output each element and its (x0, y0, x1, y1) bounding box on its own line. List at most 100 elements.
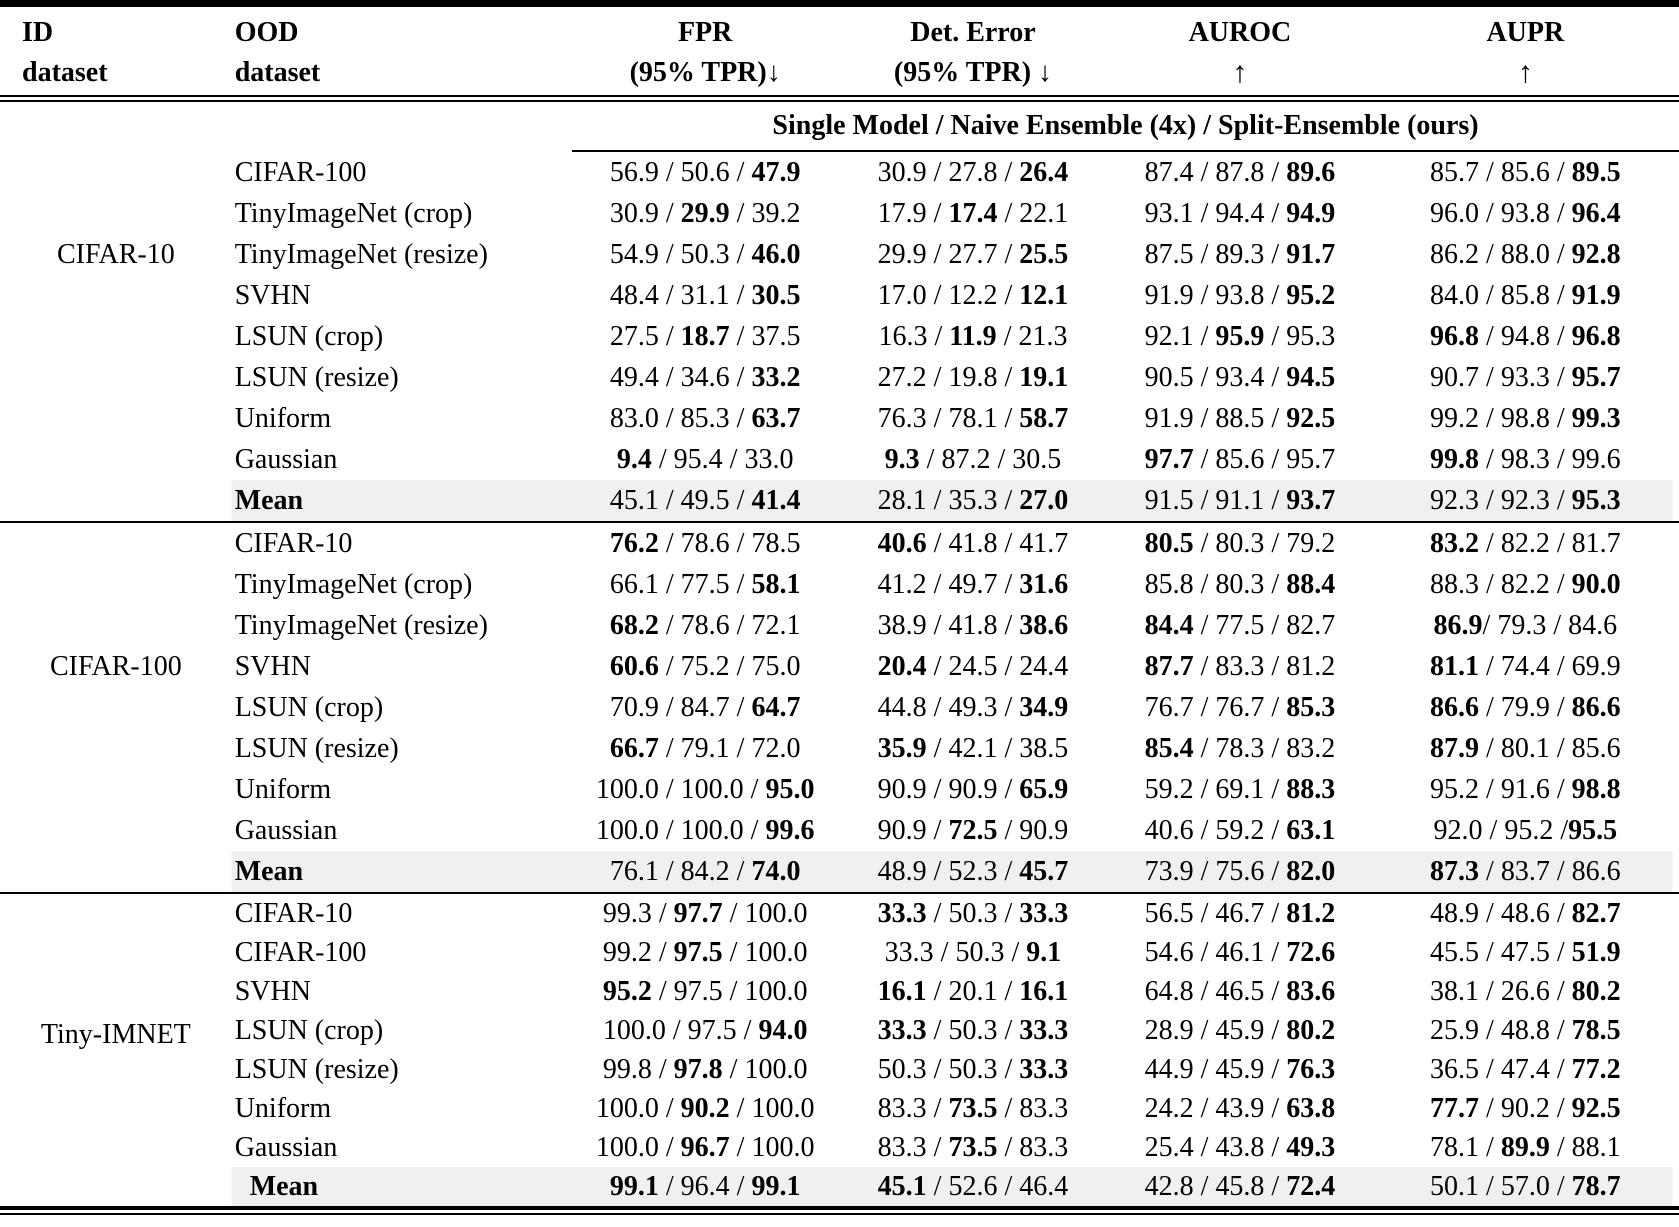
auroc-value-cell: 42.8 / 45.8 / 72.4 (1144, 1170, 1336, 1202)
ensemble-methods-subheader: Single Model / Naive Ensemble (4x) / Spl… (772, 110, 1479, 141)
best-value: 99.1 (609, 1170, 659, 1202)
id-dataset-label: CIFAR-100 (49, 651, 182, 682)
value: 96.4 (680, 1170, 730, 1202)
fpr-value-cell: 49.4 / 34.6 / 33.2 (609, 361, 801, 393)
value: 72.1 (751, 609, 801, 641)
aupr-value-cell: 48.9 / 48.6 / 82.7 (1430, 897, 1621, 929)
value: 90.9 (1019, 814, 1069, 846)
best-value: 92.8 (1571, 238, 1621, 270)
value: 85.8 (1500, 279, 1550, 311)
ood-dataset-cell: Gaussian (234, 814, 338, 846)
best-value: 29.9 (680, 197, 730, 229)
value: 48.8 (1500, 1014, 1550, 1046)
value: 69.9 (1571, 650, 1621, 682)
value: 21.3 (1018, 320, 1068, 352)
best-value: 96.8 (1571, 320, 1621, 352)
best-value: 76.2 (609, 527, 659, 559)
best-value: 18.7 (680, 320, 730, 352)
value: 44.8 (877, 691, 927, 723)
value: 36.5 (1430, 1053, 1480, 1085)
value: 77.5 (1215, 609, 1265, 641)
value: 50.1 (1430, 1170, 1480, 1202)
value: 95.7 (1286, 443, 1336, 475)
col-header-det-error: Det. Error (95% TPR) ↓ (838, 13, 1108, 95)
ood-dataset-cell: CIFAR-10 (234, 897, 353, 929)
auroc-value-cell: 85.8 / 80.3 / 88.4 (1144, 568, 1336, 600)
det-value-cell: 17.9 / 17.4 / 22.1 (877, 197, 1069, 229)
aupr-value-cell: 87.9 / 80.1 / 85.6 (1430, 732, 1621, 764)
value: 90.9 (877, 814, 927, 846)
table-row: SVHN 60.6 / 75.2 / 75.0 20.4 / 24.5 / 24.4… (0, 646, 1679, 687)
best-value: 89.9 (1500, 1131, 1550, 1163)
value: 75.2 (680, 650, 730, 682)
value: 41.8 (948, 527, 998, 559)
value: 79.3 (1497, 609, 1547, 641)
up-arrow-icon: ↑ (1232, 56, 1248, 89)
subheader-midrule (572, 150, 1679, 152)
auroc-value-cell: 73.9 / 75.6 / 82.0 (1144, 855, 1336, 887)
ood-dataset-cell: LSUN (resize) (234, 361, 399, 393)
ood-dataset-cell: Gaussian (234, 443, 338, 475)
ood-dataset-cell: SVHN (234, 650, 311, 682)
aupr-value-cell: 85.7 / 85.6 / 89.5 (1430, 156, 1621, 188)
auroc-value-cell: 87.7 / 83.3 / 81.2 (1144, 650, 1336, 682)
best-value: 87.3 (1430, 855, 1480, 887)
fpr-value-cell: 76.1 / 84.2 / 74.0 (609, 855, 801, 887)
best-value: 96.4 (1571, 197, 1621, 229)
fpr-value-cell: 68.2 / 78.6 / 72.1 (609, 609, 801, 641)
table-row: SVHN 95.2 / 97.5 / 100.0 16.1 / 20.1 / 16.… (0, 972, 1679, 1011)
value: 76.7 (1144, 691, 1194, 723)
value: 91.5 (1144, 484, 1194, 516)
auroc-value-cell: 91.9 / 88.5 / 92.5 (1144, 402, 1336, 434)
best-value: 87.9 (1430, 732, 1480, 764)
ood-dataset-cell: LSUN (resize) (234, 1053, 399, 1085)
best-value: 85.4 (1144, 732, 1194, 764)
value: 100.0 (751, 1131, 815, 1163)
value: 86.6 (1571, 855, 1621, 887)
table-row: LSUN (crop) 100.0 / 97.5 / 94.0 33.3 / 50.… (0, 1011, 1679, 1050)
best-value: 78.7 (1571, 1170, 1621, 1202)
table-row: TinyImageNet (crop) 66.1 / 77.5 / 58.1 41.… (0, 564, 1679, 605)
value: 79.1 (680, 732, 730, 764)
value: 45.9 (1215, 1053, 1265, 1085)
ood-dataset-cell: Gaussian (234, 1131, 338, 1163)
value: 97.5 (687, 1014, 737, 1046)
best-value: 99.1 (751, 1170, 801, 1202)
ood-dataset-cell: Uniform (234, 1092, 332, 1124)
value: 92.3 (1500, 484, 1550, 516)
value: 52.6 (948, 1170, 998, 1202)
aupr-value-cell: 92.0 / 95.2 /95.5 (1433, 814, 1618, 846)
aupr-value-cell: 25.9 / 48.8 / 78.5 (1430, 1014, 1621, 1046)
value: 100.0 (744, 936, 808, 968)
value: 30.5 (1012, 443, 1062, 475)
best-value: 19.1 (1019, 361, 1069, 393)
best-value: 83.6 (1286, 975, 1336, 1007)
value: 91.9 (1144, 402, 1194, 434)
det-value-cell: 48.9 / 52.3 / 45.7 (877, 855, 1069, 887)
value: 90.5 (1144, 361, 1194, 393)
value: 17.9 (877, 197, 927, 229)
fpr-value-cell: 66.1 / 77.5 / 58.1 (609, 568, 801, 600)
fpr-value-cell: 100.0 / 97.5 / 94.0 (602, 1014, 808, 1046)
value: 85.7 (1430, 156, 1480, 188)
best-value: 90.2 (680, 1092, 730, 1124)
best-value: 63.1 (1286, 814, 1336, 846)
value: 43.8 (1215, 1131, 1265, 1163)
value: 41.7 (1019, 527, 1069, 559)
value: 91.6 (1500, 773, 1550, 805)
value: 88.3 (1430, 568, 1480, 600)
ood-dataset-cell: LSUN (crop) (234, 1014, 384, 1046)
table-row: CIFAR-100 56.9 / 50.6 / 47.9 30.9 / 27.8 /… (0, 152, 1679, 193)
best-value: 84.4 (1144, 609, 1194, 641)
ood-dataset-cell: TinyImageNet (crop) (234, 197, 473, 229)
value: 27.5 (609, 320, 659, 352)
value: 90.9 (877, 773, 927, 805)
value: 98.3 (1500, 443, 1550, 475)
value: 89.3 (1215, 238, 1265, 270)
value: 98.8 (1500, 402, 1550, 434)
up-arrow-icon: ↑ (1517, 56, 1533, 89)
value: 91.1 (1215, 484, 1265, 516)
best-value: 74.0 (751, 855, 801, 887)
value: 45.5 (1430, 936, 1480, 968)
header-line: dataset (22, 57, 108, 88)
